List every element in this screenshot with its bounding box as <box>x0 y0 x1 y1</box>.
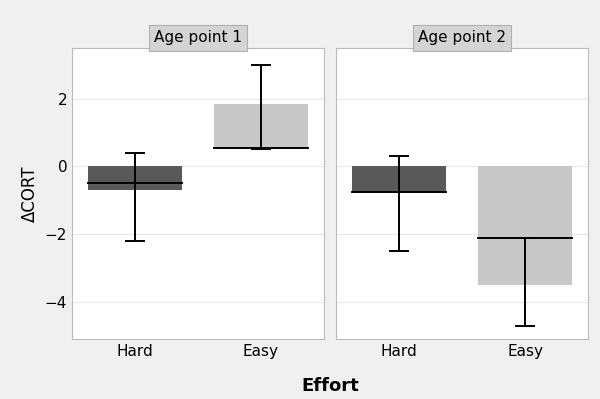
Y-axis label: ΔCORT: ΔCORT <box>21 165 39 222</box>
Text: Effort: Effort <box>301 377 359 395</box>
Title: Age point 1: Age point 1 <box>154 30 242 45</box>
Title: Age point 2: Age point 2 <box>418 30 506 45</box>
Bar <box>88 166 182 190</box>
Bar <box>478 166 572 285</box>
Bar <box>352 166 446 192</box>
Bar <box>214 104 308 150</box>
